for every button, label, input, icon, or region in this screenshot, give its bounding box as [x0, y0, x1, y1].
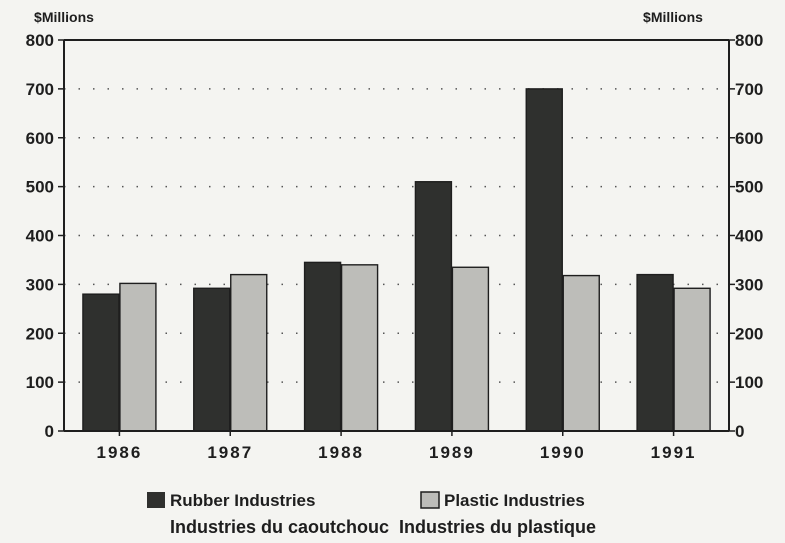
right-tick-label: 800: [735, 31, 763, 50]
left-tick-label: 400: [26, 227, 54, 246]
legend: Rubber Industries Plastic Industries Ind…: [147, 491, 596, 537]
bar-plastic: [119, 282, 157, 432]
right-tick-label: 200: [735, 324, 763, 343]
right-tick-label: 100: [735, 373, 763, 392]
bar-rubber: [525, 88, 563, 432]
bar-plastic: [340, 264, 379, 432]
right-tick-label: 0: [735, 422, 744, 441]
right-tick-label: 500: [735, 178, 763, 197]
left-y-axis: 0 100 200 300 400 500 600 700 800: [26, 31, 64, 441]
left-unit-label: $Millions: [34, 9, 94, 25]
gridlines: [64, 88, 729, 383]
plot-frame: [63, 39, 730, 432]
legend-swatch-plastic: [420, 491, 440, 509]
right-tick-label: 700: [735, 80, 763, 99]
bar-rubber: [414, 181, 453, 432]
x-tick-label: 1990: [540, 443, 586, 462]
right-tick-label: 600: [735, 129, 763, 148]
bar-rubber: [193, 287, 231, 432]
left-tick-label: 0: [45, 422, 54, 441]
x-tick-label: 1986: [97, 443, 143, 462]
left-tick-label: 500: [26, 178, 54, 197]
left-tick-label: 600: [26, 129, 54, 148]
right-tick-label: 400: [735, 227, 763, 246]
bars-group: [82, 88, 711, 432]
left-tick-label: 200: [26, 324, 54, 343]
legend-swatch-rubber: [147, 492, 165, 508]
bar-plastic: [230, 273, 268, 432]
left-tick-label: 700: [26, 80, 54, 99]
bar-rubber: [303, 261, 342, 432]
x-axis: 1986 1987 1988 1989 1990 1991: [97, 431, 697, 462]
right-y-axis: 0 100 200 300 400 500 600 700 800: [729, 31, 763, 441]
x-tick-label: 1987: [207, 443, 253, 462]
right-tick-label: 300: [735, 275, 763, 294]
bar-plastic: [451, 266, 490, 432]
legend-french-translation: Industries du caoutchouc Industries du p…: [170, 517, 596, 537]
bar-rubber: [82, 293, 120, 432]
x-tick-label: 1988: [318, 443, 364, 462]
legend-label-plastic: Plastic Industries: [444, 491, 585, 510]
bar-plastic: [673, 287, 711, 432]
left-tick-label: 100: [26, 373, 54, 392]
bar-rubber: [636, 273, 674, 432]
x-tick-label: 1989: [429, 443, 475, 462]
bar-plastic: [562, 274, 600, 432]
x-tick-label: 1991: [651, 443, 697, 462]
right-unit-label: $Millions: [643, 9, 703, 25]
legend-label-rubber: Rubber Industries: [170, 491, 315, 510]
left-tick-label: 800: [26, 31, 54, 50]
left-tick-label: 300: [26, 275, 54, 294]
